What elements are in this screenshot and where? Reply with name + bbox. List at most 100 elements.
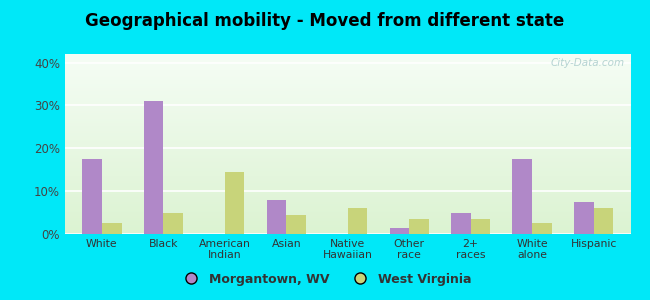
Bar [65,195,630,196]
Bar [65,86,630,87]
Bar [65,56,630,57]
Bar [65,158,630,159]
Bar [65,68,630,69]
Bar [65,227,630,228]
Bar [65,98,630,99]
Bar [65,109,630,110]
Bar [65,191,630,192]
Bar [512,159,532,234]
Bar [65,83,630,84]
Bar [65,64,630,65]
Bar [65,159,630,160]
Bar [65,127,630,128]
Bar [65,179,630,180]
Bar [65,193,630,194]
Bar [65,115,630,116]
Bar [65,70,630,71]
Bar [389,228,410,234]
Bar [65,209,630,210]
Bar [65,220,630,221]
Bar [65,80,630,81]
Bar [65,194,630,195]
Bar [65,90,630,91]
Bar [65,197,630,198]
Bar [144,101,163,234]
Bar [65,119,630,120]
Bar [65,60,630,61]
Bar [65,137,630,138]
Bar [65,99,630,100]
Bar [65,62,630,63]
Bar [65,76,630,77]
Bar [65,145,630,146]
Bar [65,66,630,67]
Bar [65,198,630,199]
Bar [65,196,630,197]
Bar [65,180,630,181]
Bar [65,171,630,172]
Bar [65,135,630,136]
Bar [65,152,630,153]
Bar [65,92,630,93]
Bar [65,91,630,92]
Bar [65,138,630,139]
Bar [65,118,630,119]
Bar [65,74,630,75]
Bar [65,136,630,137]
Legend: Morgantown, WV, West Virginia: Morgantown, WV, West Virginia [174,268,476,291]
Bar [65,116,630,117]
Bar [65,153,630,154]
Bar [65,165,630,166]
Bar [65,112,630,113]
Bar [65,58,630,59]
Text: Geographical mobility - Moved from different state: Geographical mobility - Moved from diffe… [85,12,565,30]
Bar [65,108,630,109]
Bar [65,163,630,164]
Bar [65,203,630,204]
Bar [65,218,630,219]
Bar [65,178,630,179]
Bar [65,175,630,176]
Bar [65,225,630,226]
Bar [65,177,630,178]
Bar [65,97,630,98]
Bar [65,222,630,223]
Bar [65,168,630,169]
Bar [65,117,630,118]
Bar [65,130,630,131]
Bar [65,128,630,129]
Bar [65,85,630,86]
Bar [65,205,630,206]
Bar [65,189,630,190]
Bar [266,200,286,234]
Bar [65,223,630,224]
Bar [348,208,367,234]
Bar [65,106,630,107]
Bar [65,182,630,183]
Bar [65,176,630,177]
Bar [65,121,630,122]
Bar [65,217,630,218]
Bar [65,228,630,229]
Bar [65,57,630,58]
Bar [65,73,630,74]
Bar [65,107,630,108]
Bar [65,213,630,214]
Bar [65,212,630,213]
Bar [65,139,630,140]
Bar [65,54,630,55]
Bar [65,192,630,193]
Bar [65,143,630,144]
Bar [65,96,630,97]
Bar [65,125,630,126]
Bar [163,213,183,234]
Bar [65,133,630,134]
Bar [65,151,630,152]
Bar [65,93,630,94]
Bar [65,69,630,70]
Bar [65,172,630,173]
Bar [65,105,630,106]
Bar [65,85,630,86]
Bar [65,146,630,147]
Bar [65,167,630,168]
